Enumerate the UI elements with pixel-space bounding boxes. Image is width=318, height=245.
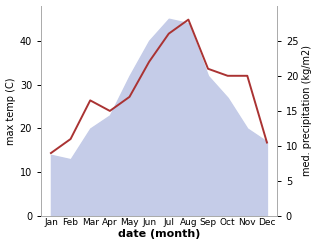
Y-axis label: med. precipitation (kg/m2): med. precipitation (kg/m2) xyxy=(302,45,313,176)
Y-axis label: max temp (C): max temp (C) xyxy=(5,77,16,145)
X-axis label: date (month): date (month) xyxy=(118,230,200,239)
